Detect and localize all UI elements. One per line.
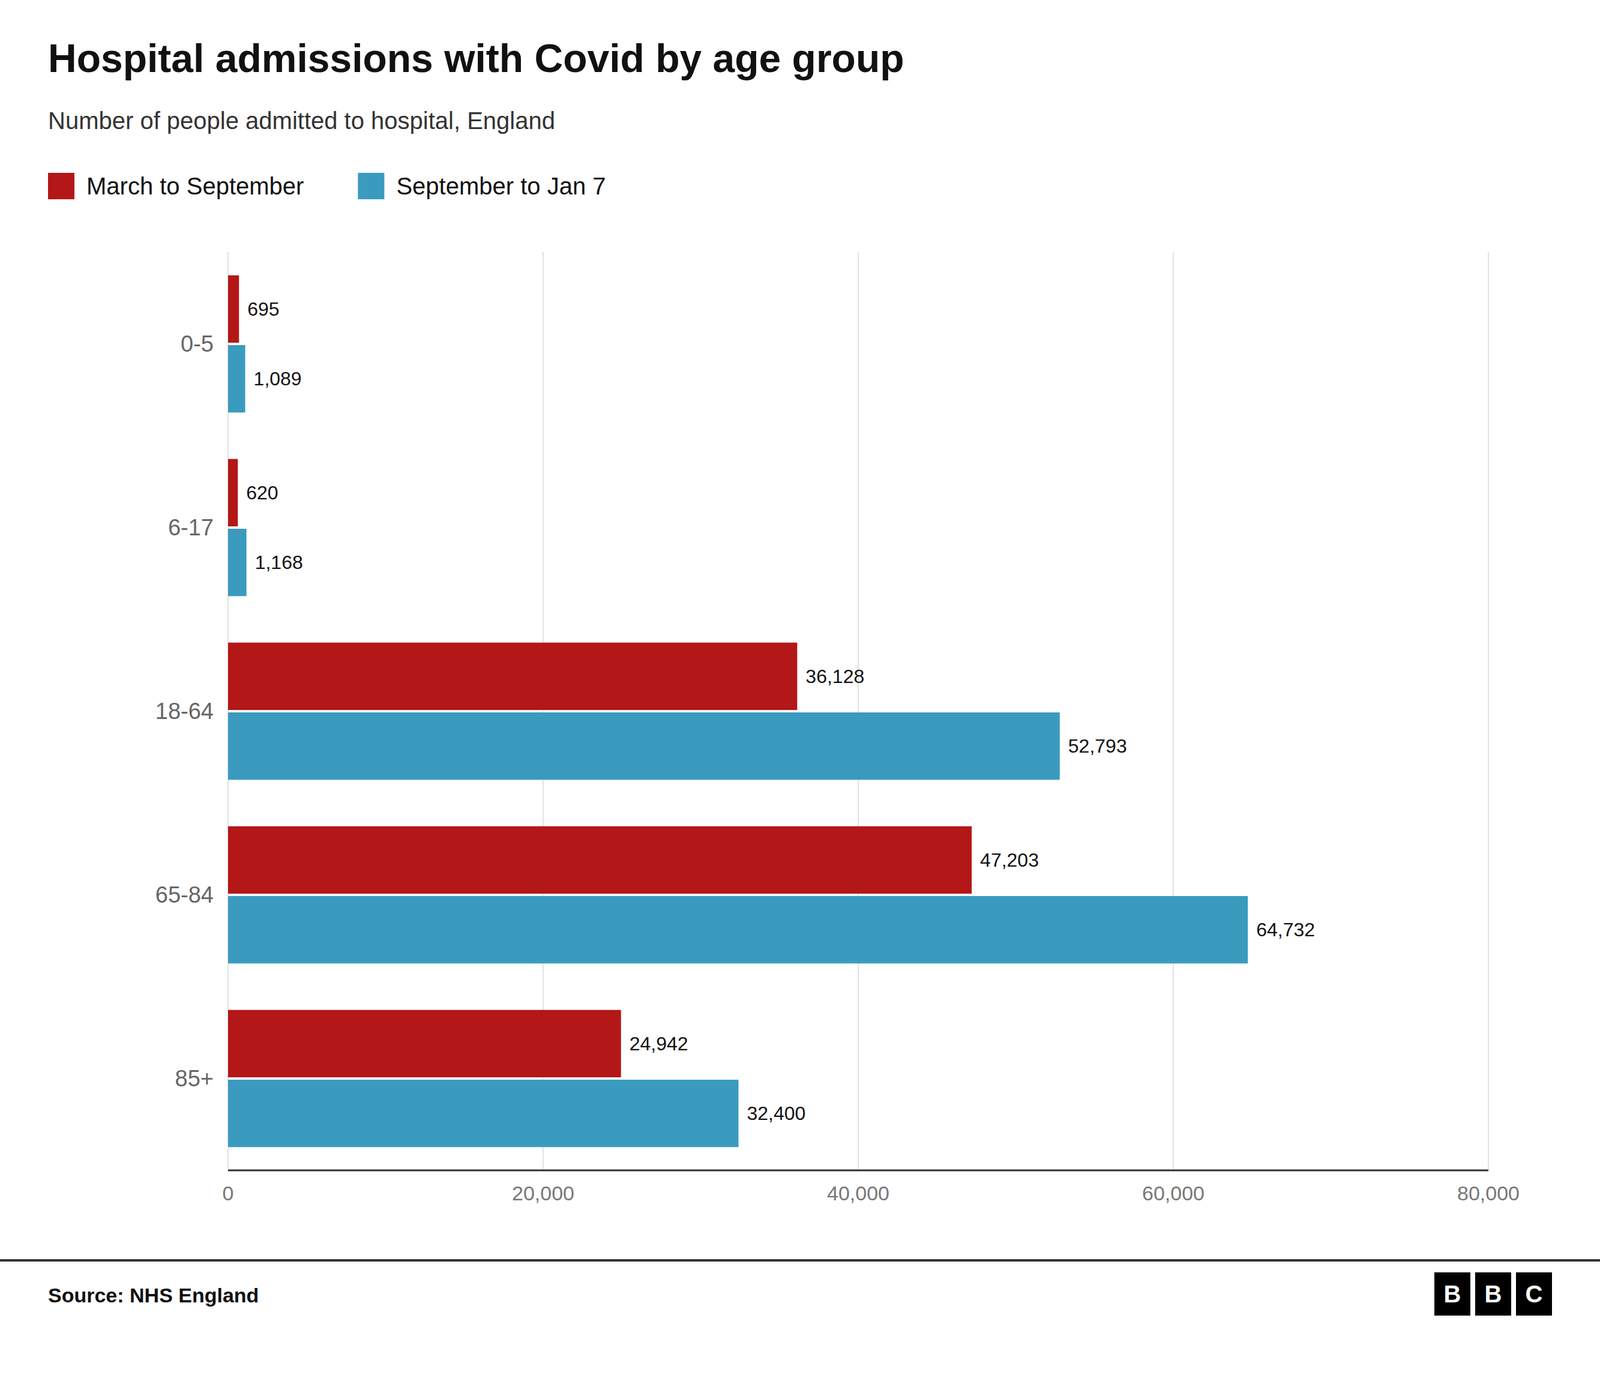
background (0, 0, 1600, 1375)
x-axis: 0 20,000 40,000 60,000 80,000 (222, 1181, 1520, 1205)
chart: Hospital admissions with Covid by age gr… (0, 0, 1600, 1375)
data-label: 64,732 (1256, 918, 1315, 941)
legend-label: September to Jan 7 (396, 172, 606, 200)
bar (228, 712, 1060, 780)
bar (228, 1079, 739, 1147)
subtitle: Number of people admitted to hospital, E… (48, 107, 556, 134)
x-tick-label: 40,000 (827, 1181, 890, 1205)
bar (228, 275, 239, 343)
bar (228, 826, 972, 894)
data-label: 1,168 (255, 551, 304, 574)
logo-letter: B (1484, 1280, 1503, 1308)
title: Hospital admissions with Covid by age gr… (48, 36, 905, 81)
source: Source: NHS England (48, 1283, 259, 1307)
data-label: 47,203 (980, 849, 1039, 871)
bar (228, 642, 797, 710)
bar (228, 896, 1248, 964)
x-tick-label: 60,000 (1142, 1181, 1205, 1205)
category-label: 6-17 (168, 514, 214, 541)
legend-swatch (357, 172, 385, 200)
bar (228, 1010, 622, 1078)
bar (228, 345, 246, 413)
data-label: 24,942 (629, 1032, 689, 1055)
bar (228, 459, 238, 527)
grid-line (857, 252, 859, 1171)
data-label: 32,400 (747, 1102, 807, 1125)
bar (228, 528, 247, 596)
data-label: 52,793 (1068, 735, 1128, 757)
x-axis-line (228, 1169, 1489, 1172)
category-label: 65-84 (155, 882, 214, 908)
category-label: 0-5 (180, 331, 214, 357)
logo-letter: C (1525, 1280, 1543, 1308)
x-tick-label: 0 (222, 1181, 235, 1205)
grid (228, 252, 1489, 1171)
x-tick-label: 20,000 (511, 1181, 575, 1205)
data-label: 1,089 (253, 367, 302, 390)
legend-swatch (48, 172, 75, 200)
x-tick-label: 80,000 (1457, 1181, 1520, 1205)
logo-box (1434, 1272, 1471, 1316)
data-label: 695 (247, 298, 280, 320)
logo-box (1515, 1272, 1552, 1316)
data-labels: 695 1,089 620 1,168 36,128 52,793 47,203 64,732… (246, 298, 1315, 1125)
logo-letter: B (1443, 1280, 1462, 1308)
grid-line (1487, 252, 1489, 1171)
logo-box (1475, 1272, 1512, 1316)
data-label: 620 (246, 481, 278, 504)
bars (228, 275, 1248, 1148)
legend-label: March to September (86, 172, 304, 200)
category-label: 18-64 (155, 698, 214, 724)
source-rule (0, 1259, 1600, 1262)
grid-line (1172, 252, 1174, 1171)
category-label: 85+ (175, 1065, 214, 1092)
legend: March to September September to Jan 7 (48, 172, 607, 200)
data-label: 36,128 (805, 665, 865, 688)
y-axis: 0-5 6-17 18-64 65-84 85+ (155, 331, 214, 1092)
logo: BBC (1434, 1272, 1552, 1316)
